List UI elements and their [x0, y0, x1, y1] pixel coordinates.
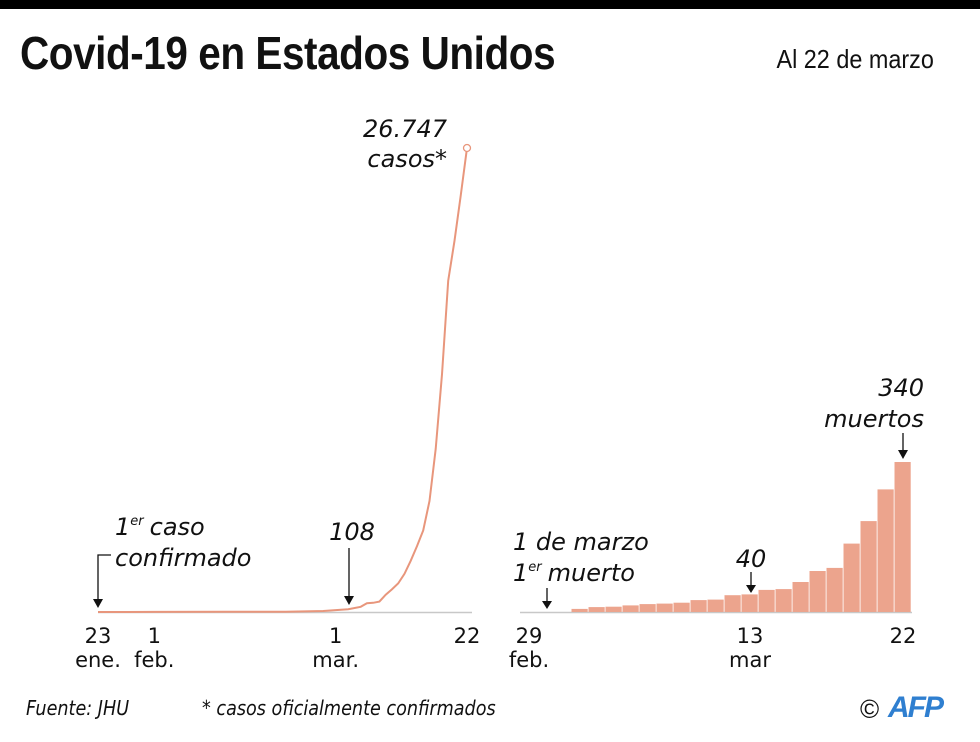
first-case-label-line1: 1er caso [115, 513, 205, 541]
march1-cases-annotation: 108 [329, 518, 375, 605]
deaths-tick-label: 22 [890, 624, 917, 648]
deaths-bars [571, 462, 911, 612]
deaths-bar [775, 589, 792, 612]
deaths-tick-sublabel: feb. [509, 648, 549, 672]
copyright-icon: © [860, 694, 880, 724]
cases-tick-label: 22 [454, 624, 481, 648]
deaths-bar [826, 567, 843, 612]
first-case-num: 1 [115, 513, 130, 541]
cases-tick-label: 23 [85, 624, 112, 648]
march1-cases-value: 108 [329, 518, 375, 546]
first-death-word: muerto [548, 559, 635, 587]
deaths-bar [673, 602, 690, 612]
final-deaths-value: 340 [878, 374, 924, 402]
cases-tick-label: 1 [148, 624, 161, 648]
final-deaths-unit: muertos [824, 405, 924, 433]
deaths-bar [707, 599, 724, 612]
march13-arrow-head [746, 585, 756, 593]
page-title: Covid-19 en Estados Unidos [20, 27, 556, 79]
march13-deaths-annotation: 40 [736, 545, 767, 593]
deaths-bar [571, 608, 588, 612]
first-death-num: 1 [513, 559, 528, 587]
date-subtitle: Al 22 de marzo [776, 44, 934, 74]
cases-end-marker [462, 143, 472, 153]
deaths-bar [605, 606, 622, 612]
first-case-sup: er [130, 514, 145, 529]
cases-series-line [97, 147, 468, 613]
deaths-bar [622, 605, 639, 612]
deaths-bar [843, 543, 860, 612]
deaths-tick-label: 13 [737, 624, 764, 648]
first-death-annotation: 1 de marzo 1er muerto [513, 528, 649, 609]
deaths-bar [724, 595, 741, 612]
final-cases-value: 26.747 [363, 115, 448, 143]
source-note: Fuente: JHU [26, 696, 130, 720]
march1-arrow-head [344, 596, 354, 605]
deaths-bar [588, 607, 605, 612]
afp-logo: AFP [888, 691, 944, 724]
deaths-bar [792, 582, 809, 612]
first-death-label-line1: 1 de marzo [513, 528, 649, 556]
final-cases-unit: casos* [367, 145, 447, 173]
first-case-label-line2: confirmado [115, 544, 251, 572]
deaths-bar [860, 521, 877, 612]
top-rule [0, 0, 980, 9]
footnote: * casos oficialmente confirmados [202, 696, 496, 720]
first-case-annotation: 1er caso confirmado [93, 513, 251, 608]
first-case-arrow-head [93, 599, 103, 608]
cases-tick-sublabel: ene. [75, 648, 121, 672]
deaths-bar [894, 462, 911, 612]
cases-tick-sublabel: feb. [134, 648, 174, 672]
first-death-label-line2: 1er muerto [513, 559, 635, 587]
deaths-bar [758, 589, 775, 612]
deaths-bar [741, 594, 758, 612]
march13-deaths-value: 40 [736, 545, 767, 573]
first-case-arrow-line [97, 554, 111, 600]
deaths-bar [656, 603, 673, 612]
final-deaths-arrow-head [898, 450, 908, 459]
deaths-bar [809, 571, 826, 612]
deaths-bar [690, 600, 707, 612]
first-case-word: caso [150, 513, 205, 541]
first-death-sup: er [528, 560, 543, 575]
deaths-tick-label: 29 [516, 624, 543, 648]
first-death-arrow-head [542, 601, 552, 609]
deaths-bar [877, 489, 894, 612]
deaths-tick-sublabel: mar [729, 648, 771, 672]
cases-tick-label: 1 [329, 624, 342, 648]
deaths-bar [639, 604, 656, 612]
cases-tick-sublabel: mar. [312, 648, 359, 672]
